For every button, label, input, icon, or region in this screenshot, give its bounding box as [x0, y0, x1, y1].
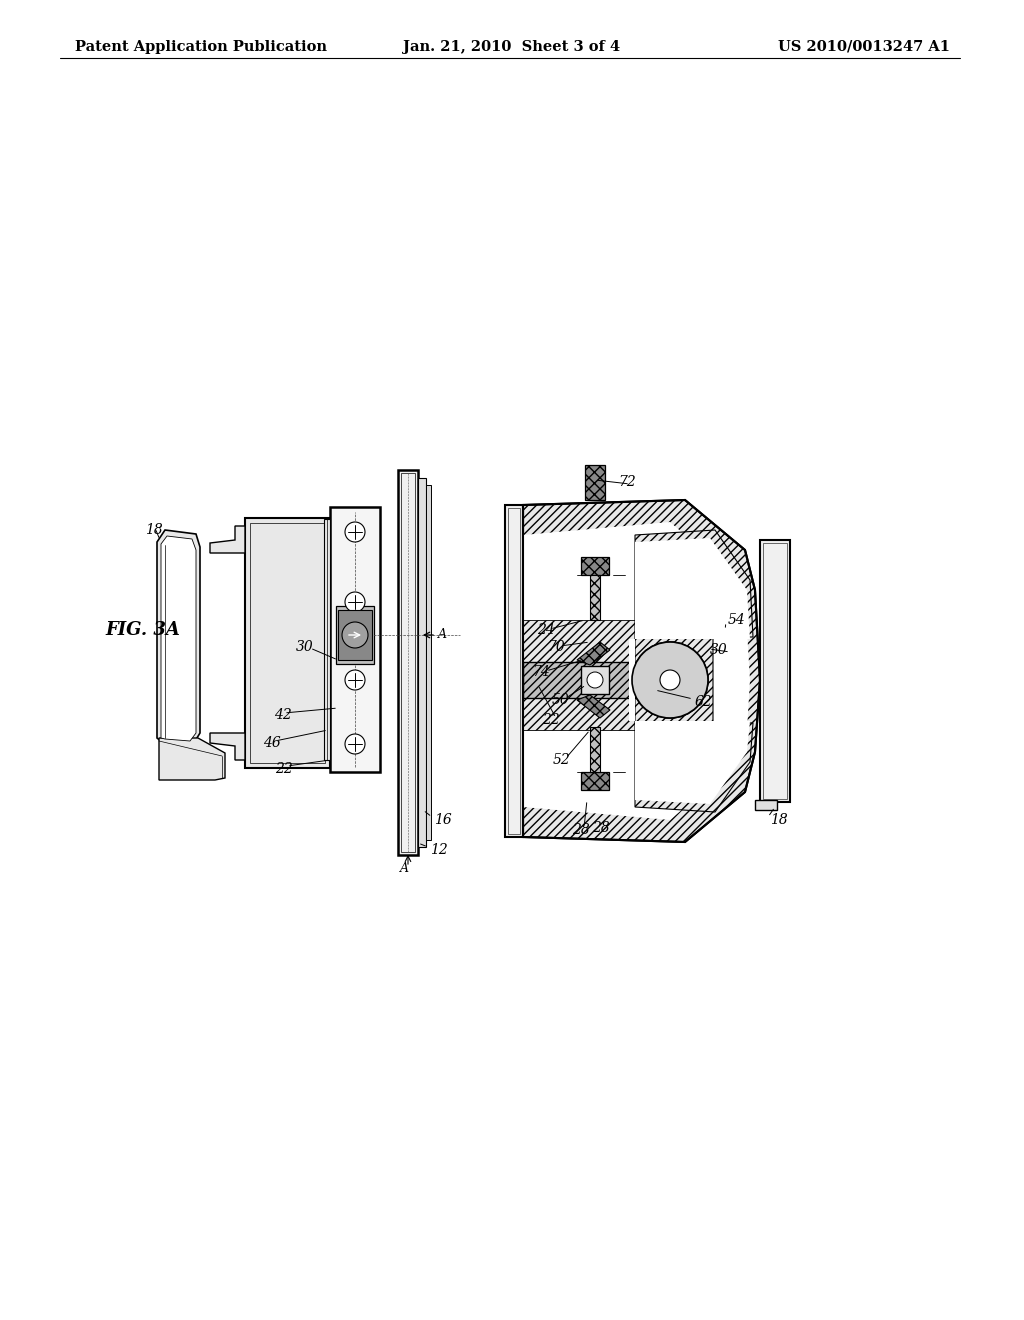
- Bar: [581, 557, 609, 576]
- Polygon shape: [210, 525, 245, 553]
- Text: 30: 30: [710, 643, 728, 657]
- Circle shape: [587, 672, 603, 688]
- Text: A: A: [438, 628, 447, 642]
- Text: 30: 30: [296, 640, 313, 653]
- Bar: [523, 620, 635, 663]
- Circle shape: [632, 642, 708, 718]
- Circle shape: [345, 671, 365, 690]
- Text: FIG. 3A: FIG. 3A: [105, 620, 180, 639]
- Polygon shape: [157, 531, 200, 746]
- Bar: [508, 508, 520, 834]
- Polygon shape: [577, 696, 610, 718]
- Bar: [338, 610, 372, 660]
- Bar: [250, 523, 325, 763]
- Circle shape: [345, 734, 365, 754]
- Text: 70: 70: [547, 640, 565, 653]
- Bar: [581, 667, 609, 694]
- Bar: [401, 473, 415, 851]
- Text: 62: 62: [695, 696, 713, 709]
- Text: 28: 28: [572, 822, 590, 837]
- Bar: [585, 465, 605, 500]
- Bar: [590, 576, 600, 620]
- Text: Jan. 21, 2010  Sheet 3 of 4: Jan. 21, 2010 Sheet 3 of 4: [403, 40, 621, 54]
- Text: 52: 52: [553, 752, 570, 767]
- Circle shape: [660, 671, 680, 690]
- Text: 12: 12: [430, 843, 447, 857]
- Polygon shape: [210, 733, 245, 760]
- Text: Patent Application Publication: Patent Application Publication: [75, 40, 327, 54]
- Bar: [330, 507, 380, 772]
- Text: 46: 46: [263, 737, 281, 750]
- Bar: [398, 470, 418, 855]
- Polygon shape: [161, 536, 196, 741]
- Text: 24: 24: [537, 623, 555, 638]
- Bar: [763, 543, 787, 799]
- Bar: [523, 698, 635, 730]
- Bar: [418, 478, 426, 847]
- Bar: [245, 517, 330, 768]
- Text: 72: 72: [618, 475, 636, 488]
- Bar: [581, 772, 609, 789]
- Circle shape: [342, 622, 368, 648]
- Bar: [426, 484, 431, 840]
- Text: 54: 54: [728, 612, 745, 627]
- Polygon shape: [523, 500, 760, 842]
- Circle shape: [345, 521, 365, 543]
- Text: A: A: [400, 862, 409, 875]
- Bar: [590, 727, 600, 772]
- Text: 22: 22: [275, 762, 293, 776]
- Polygon shape: [159, 738, 225, 780]
- Text: 50: 50: [552, 693, 569, 708]
- Polygon shape: [577, 642, 610, 665]
- Bar: [523, 663, 635, 698]
- Bar: [760, 540, 790, 803]
- Text: 18: 18: [770, 813, 787, 828]
- Circle shape: [345, 591, 365, 612]
- Bar: [324, 519, 330, 760]
- Bar: [336, 606, 374, 664]
- Text: 18: 18: [145, 523, 163, 537]
- Text: US 2010/0013247 A1: US 2010/0013247 A1: [778, 40, 950, 54]
- Polygon shape: [629, 539, 750, 804]
- Text: 16: 16: [434, 813, 452, 828]
- Circle shape: [632, 642, 708, 718]
- Text: 74: 74: [532, 665, 550, 678]
- Text: 22: 22: [542, 713, 560, 727]
- Bar: [505, 506, 523, 837]
- Text: 28: 28: [592, 821, 609, 836]
- Circle shape: [660, 671, 680, 690]
- Bar: [755, 800, 777, 810]
- Polygon shape: [635, 531, 753, 812]
- Text: 42: 42: [274, 708, 292, 722]
- Polygon shape: [523, 521, 750, 820]
